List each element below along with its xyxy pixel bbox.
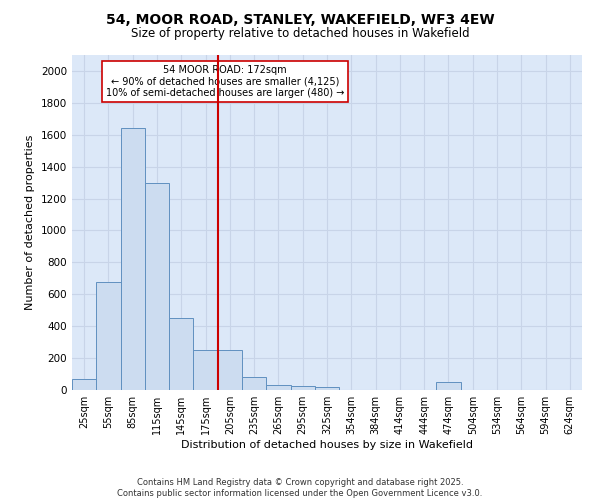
Bar [266, 385, 290, 390]
Text: Contains HM Land Registry data © Crown copyright and database right 2025.
Contai: Contains HM Land Registry data © Crown c… [118, 478, 482, 498]
Text: 54 MOOR ROAD: 172sqm
← 90% of detached houses are smaller (4,125)
10% of semi-de: 54 MOOR ROAD: 172sqm ← 90% of detached h… [106, 65, 344, 98]
Bar [218, 350, 242, 390]
Bar [436, 382, 461, 390]
Bar [290, 386, 315, 390]
Bar [193, 350, 218, 390]
Bar [145, 182, 169, 390]
Y-axis label: Number of detached properties: Number of detached properties [25, 135, 35, 310]
X-axis label: Distribution of detached houses by size in Wakefield: Distribution of detached houses by size … [181, 440, 473, 450]
Bar [96, 282, 121, 390]
Text: Size of property relative to detached houses in Wakefield: Size of property relative to detached ho… [131, 28, 469, 40]
Bar [315, 387, 339, 390]
Text: 54, MOOR ROAD, STANLEY, WAKEFIELD, WF3 4EW: 54, MOOR ROAD, STANLEY, WAKEFIELD, WF3 4… [106, 12, 494, 26]
Bar [169, 318, 193, 390]
Bar [121, 128, 145, 390]
Bar [242, 377, 266, 390]
Bar [72, 379, 96, 390]
